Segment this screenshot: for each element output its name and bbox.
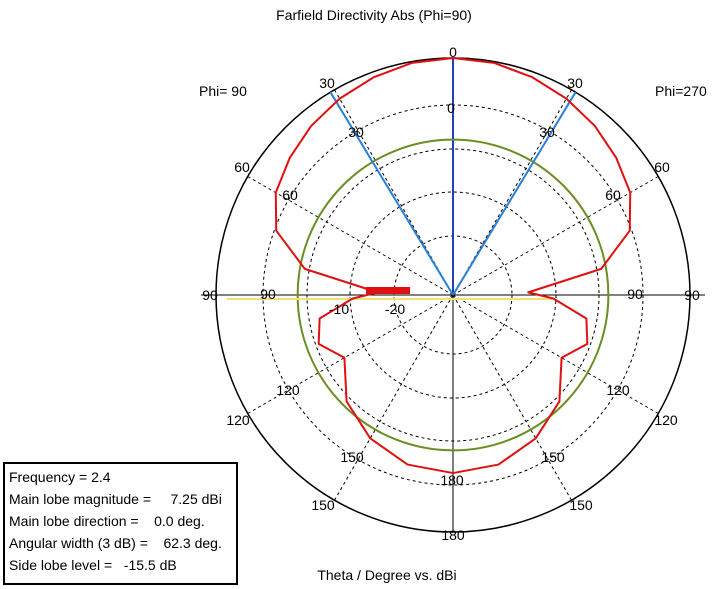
inner-angle-label: 0 bbox=[447, 100, 455, 116]
radial-tick-label: -20 bbox=[385, 301, 405, 317]
outer-angle-label: 150 bbox=[311, 497, 335, 513]
directivity-pattern-curve bbox=[274, 57, 632, 475]
inner-angle-label: 90 bbox=[260, 286, 276, 302]
outer-angle-label: 120 bbox=[226, 412, 250, 428]
beam-width-marker bbox=[329, 91, 454, 296]
inner-angle-label: 90 bbox=[627, 286, 643, 302]
beam-width-marker bbox=[452, 91, 577, 296]
inner-angle-label: 60 bbox=[282, 187, 298, 203]
minus-3db-circle bbox=[296, 138, 610, 452]
outer-angle-label: 60 bbox=[654, 159, 670, 175]
inner-angle-label: 180 bbox=[440, 472, 464, 488]
grid-spoke bbox=[247, 176, 454, 296]
outer-angle-label: 60 bbox=[234, 159, 250, 175]
grid-spoke bbox=[452, 176, 659, 296]
radial-tick-label: -10 bbox=[329, 301, 349, 317]
outer-angle-label: 30 bbox=[319, 75, 335, 91]
phi-left-label: Phi= 90 bbox=[199, 83, 247, 99]
reference-lines bbox=[227, 91, 610, 452]
outer-angle-label: 180 bbox=[441, 527, 465, 543]
main-lobe-direction-text: Main lobe direction = 0.0 deg. bbox=[9, 513, 205, 529]
frequency-text: Frequency = 2.4 bbox=[9, 469, 111, 485]
inner-angle-label: 30 bbox=[348, 124, 364, 140]
outer-angle-label: 90 bbox=[202, 287, 218, 303]
pattern-group bbox=[274, 57, 632, 475]
inner-angle-label: 120 bbox=[276, 382, 300, 398]
angular-width-text: Angular width (3 dB) = 62.3 deg. bbox=[9, 535, 222, 551]
side-lobe-level-text: Side lobe level = -15.5 dB bbox=[9, 557, 177, 573]
outer-angle-label: 150 bbox=[569, 497, 593, 513]
polar-grid bbox=[201, 57, 705, 533]
phi-right-label: Phi=270 bbox=[655, 83, 707, 99]
outer-angle-label: 90 bbox=[684, 287, 700, 303]
side-lobe-marker bbox=[366, 287, 410, 294]
outer-angle-label: 30 bbox=[567, 75, 583, 91]
tick-labels: 0 30 30 60 60 90 90 120 120 150 150 180 0 30 30 60 60 90 9… bbox=[202, 44, 700, 543]
outer-angle-label: 0 bbox=[449, 44, 457, 60]
outer-angle-label: 120 bbox=[654, 412, 678, 428]
chart-title: Farfield Directivity Abs (Phi=90) bbox=[276, 7, 472, 23]
inner-angle-label: 150 bbox=[541, 449, 565, 465]
x-axis-label: Theta / Degree vs. dBi bbox=[317, 567, 456, 583]
inner-angle-label: 30 bbox=[539, 124, 555, 140]
main-lobe-magnitude-text: Main lobe magnitude = 7.25 dBi bbox=[9, 491, 222, 507]
results-info-box: Frequency = 2.4 Main lobe magnitude = 7.… bbox=[3, 462, 238, 585]
inner-angle-label: 120 bbox=[606, 382, 630, 398]
inner-angle-label: 60 bbox=[605, 187, 621, 203]
inner-angle-label: 150 bbox=[340, 449, 364, 465]
